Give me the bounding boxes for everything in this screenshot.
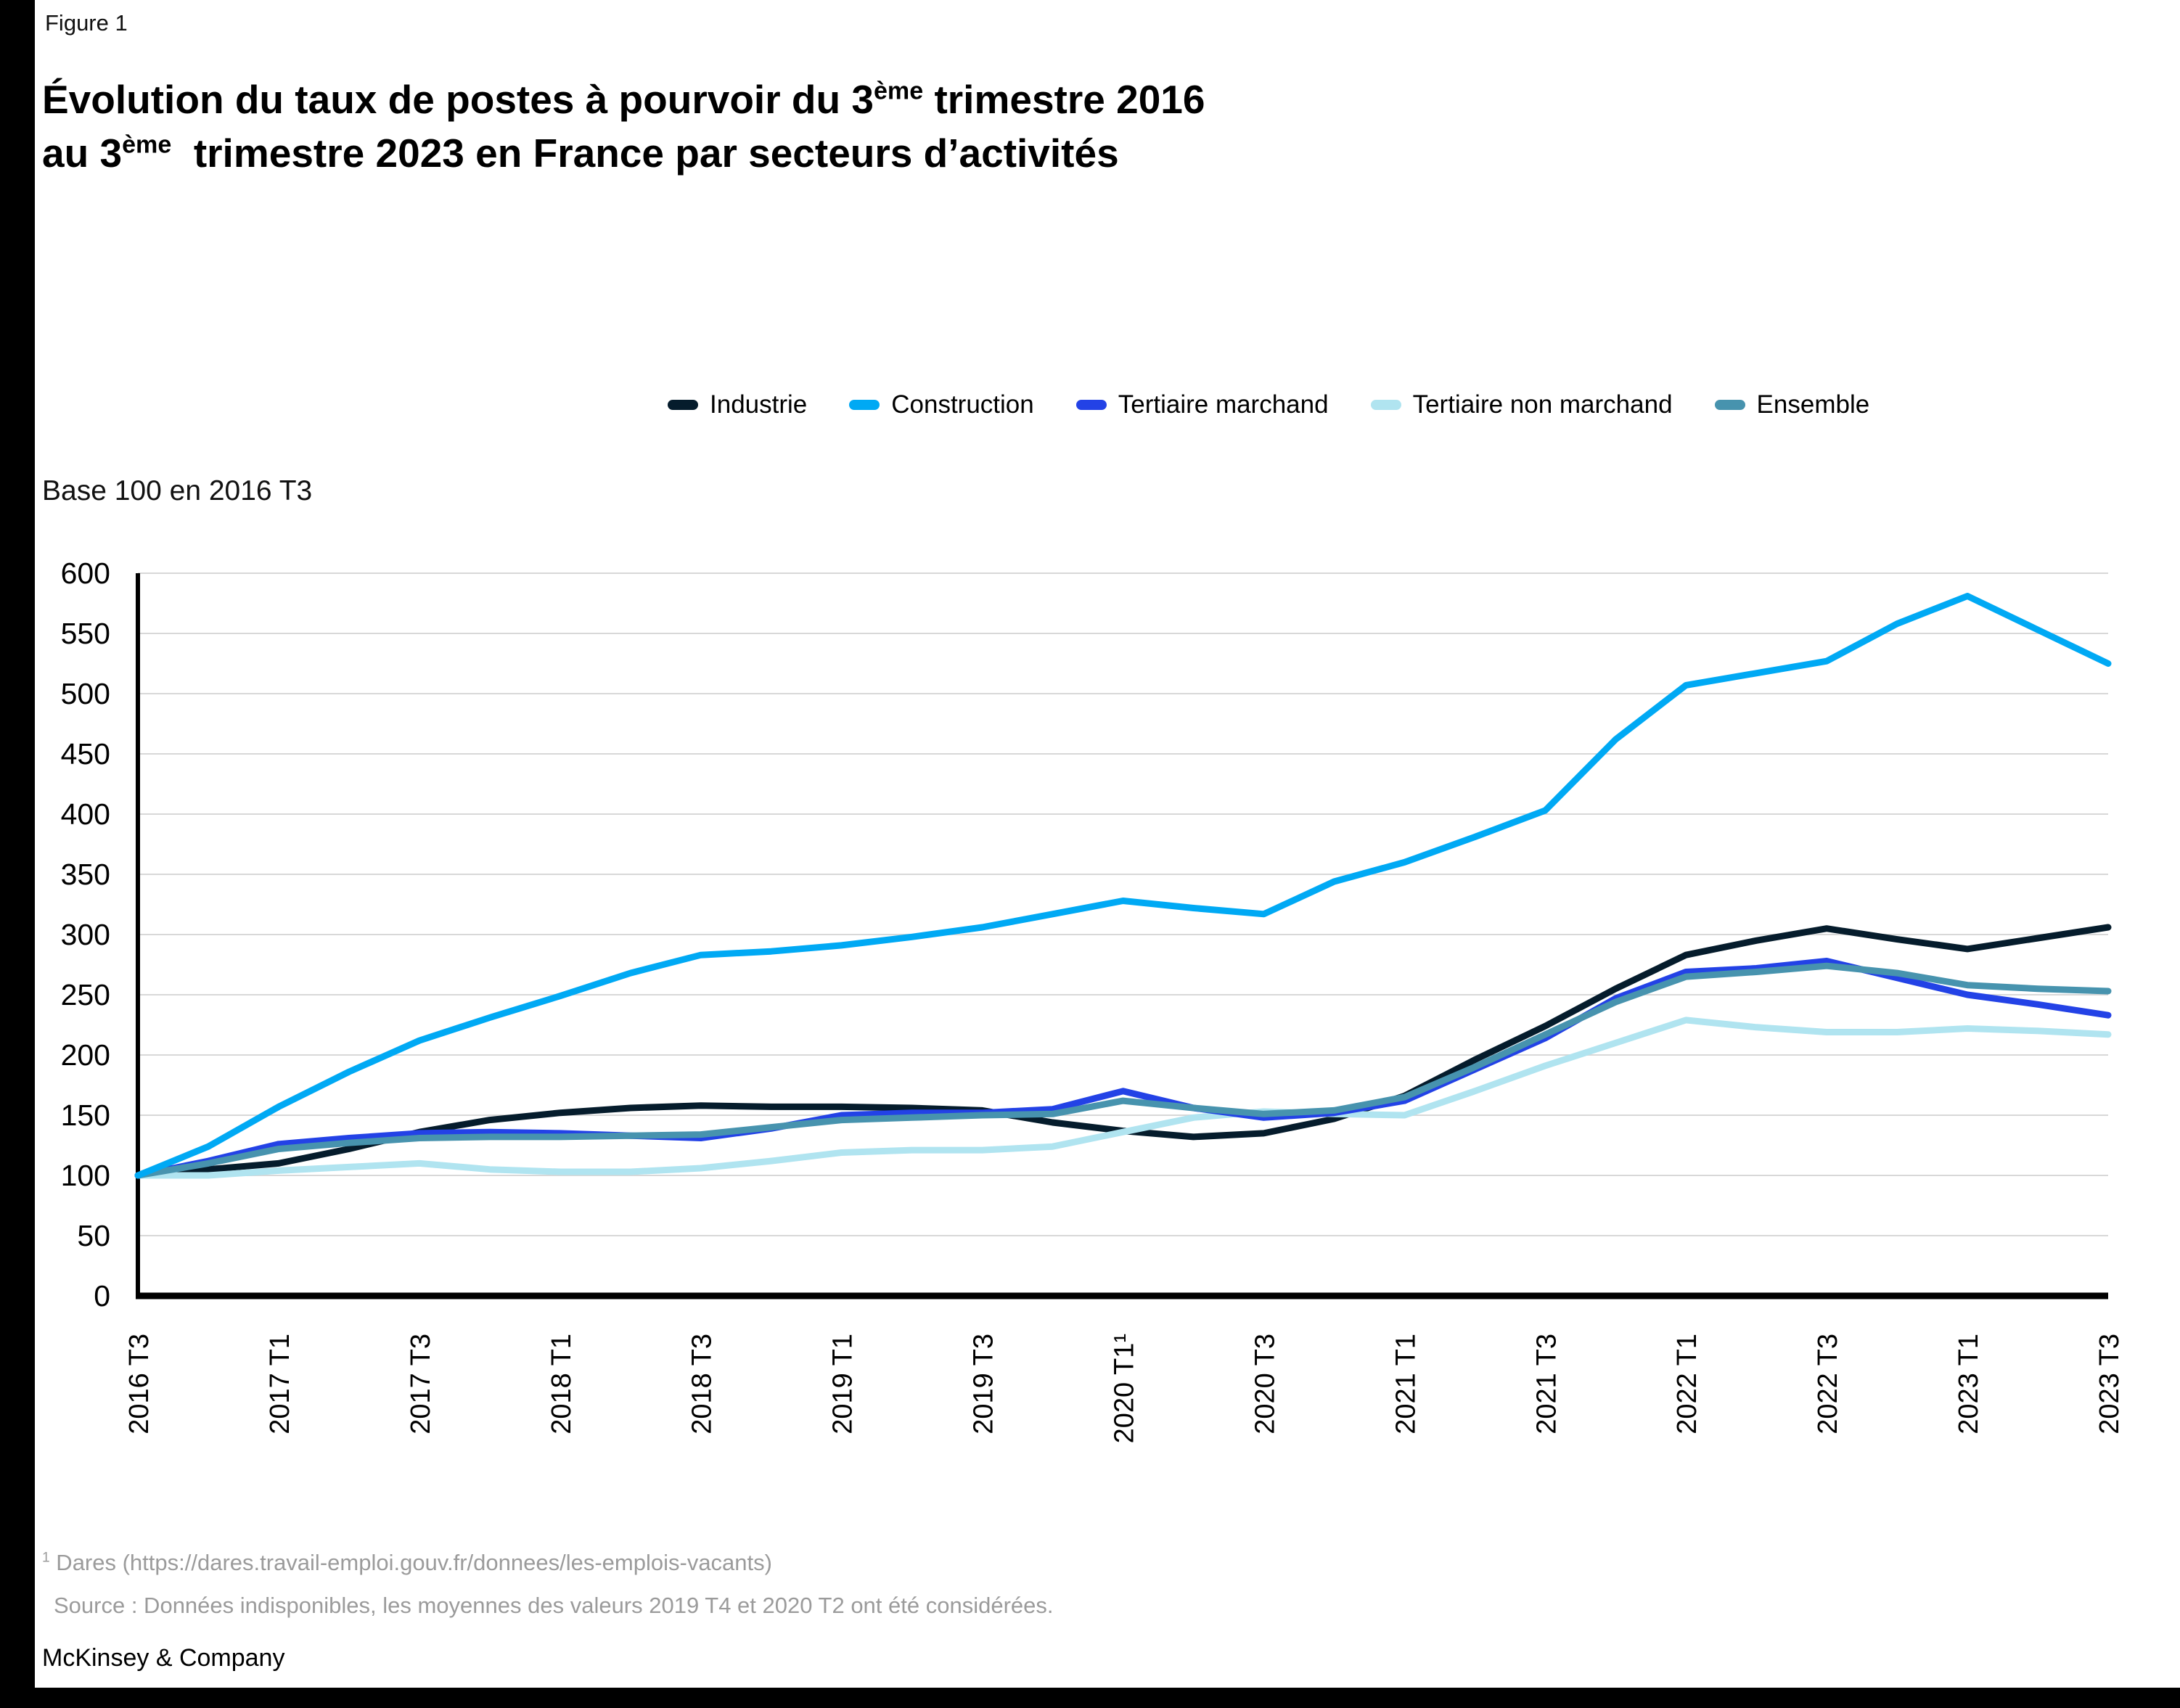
title-superscript-2: ème [122, 131, 172, 159]
title-line1-pre: Évolution du taux de postes à pourvoir d… [42, 77, 874, 122]
x-tick-label: 2016 T3 [124, 1334, 155, 1434]
legend-swatch-icon [1075, 400, 1107, 410]
legend-swatch-icon [668, 400, 698, 410]
y-tick-label: 150 [61, 1099, 110, 1132]
x-tick-label: 2018 T3 [687, 1334, 718, 1434]
x-tick-label: 2023 T1 [1954, 1334, 1984, 1434]
title-superscript-1: ème [873, 77, 924, 105]
footnote-source-link: 1 Dares (https://dares.travail-emploi.go… [42, 1542, 1054, 1585]
legend-swatch-icon [849, 400, 880, 410]
x-tick-label: 2020 T3 [1250, 1334, 1280, 1434]
legend-item-ensemble: Ensemble [1714, 390, 1870, 419]
legend-item-tertiaire-non-marchand: Tertiaire non marchand [1370, 390, 1673, 419]
y-tick-label: 0 [94, 1279, 110, 1313]
mckinsey-brand: McKinsey & Company [42, 1644, 285, 1672]
figure-label: Figure 1 [45, 10, 128, 36]
y-tick-label: 300 [61, 918, 110, 951]
legend-item-construction: Construction [849, 390, 1034, 419]
left-black-strip [0, 0, 35, 1708]
x-tick-label: 2021 T1 [1390, 1334, 1421, 1434]
y-tick-label: 400 [61, 797, 110, 831]
legend-item-industrie: Industrie [668, 390, 807, 419]
chart-legend: Industrie Construction Tertiaire marchand T… [668, 390, 1869, 419]
title-line1-post: trimestre 2016 [923, 77, 1205, 122]
x-tick-label: 2021 T3 [1531, 1334, 1562, 1434]
y-tick-label: 50 [77, 1219, 110, 1252]
footnote-2-text: Source : Données indisponibles, les moye… [54, 1592, 1054, 1618]
y-tick-label: 100 [61, 1159, 110, 1192]
title-line2-pre: au 3 [42, 131, 123, 176]
series-line-tertiaire-non-marchand [134, 1017, 2112, 1179]
chart-title: Évolution du taux de postes à pourvoir d… [42, 73, 1205, 181]
legend-label: Ensemble [1756, 390, 1870, 419]
x-tick-label: 2019 T1 [828, 1334, 859, 1434]
y-tick-label: 500 [61, 677, 110, 710]
x-tick-label: 2017 T3 [406, 1334, 436, 1434]
footnotes: 1 Dares (https://dares.travail-emploi.go… [42, 1542, 1054, 1627]
y-axis-note: Base 100 en 2016 T3 [42, 475, 313, 506]
y-tick-label: 600 [61, 557, 110, 590]
legend-label: Tertiaire non marchand [1412, 390, 1673, 419]
x-tick-label: 2020 T1¹ [1110, 1334, 1140, 1443]
legend-label: Tertiaire marchand [1118, 390, 1329, 419]
legend-label: Construction [891, 390, 1034, 419]
y-tick-label: 550 [61, 617, 110, 650]
series-line-ensemble [134, 962, 2112, 1179]
title-line2-post: trimestre 2023 en France par secteurs d’… [171, 131, 1119, 176]
x-tick-label: 2019 T3 [969, 1334, 999, 1434]
legend-label: Industrie [710, 390, 808, 419]
x-tick-label: 2023 T3 [2094, 1334, 2125, 1434]
y-tick-label: 200 [61, 1038, 110, 1072]
x-tick-label: 2022 T3 [1813, 1334, 1843, 1434]
x-tick-label: 2022 T1 [1672, 1334, 1702, 1434]
legend-item-tertiaire-marchand: Tertiaire marchand [1075, 390, 1329, 419]
y-tick-label: 250 [61, 978, 110, 1011]
x-tick-label: 2017 T1 [265, 1334, 295, 1434]
y-tick-label: 450 [61, 737, 110, 771]
footnote-superscript: 1 [42, 1550, 50, 1566]
bottom-black-bar [0, 1688, 2180, 1708]
y-tick-label: 350 [61, 858, 110, 891]
x-tick-label: 2018 T1 [546, 1334, 577, 1434]
legend-swatch-icon [1714, 400, 1745, 410]
series-line-tertiaire-marchand [134, 958, 2112, 1179]
legend-swatch-icon [1370, 400, 1401, 410]
footnote-1-text: Dares (https://dares.travail-emploi.gouv… [49, 1550, 772, 1575]
series-line-construction [134, 593, 2112, 1179]
